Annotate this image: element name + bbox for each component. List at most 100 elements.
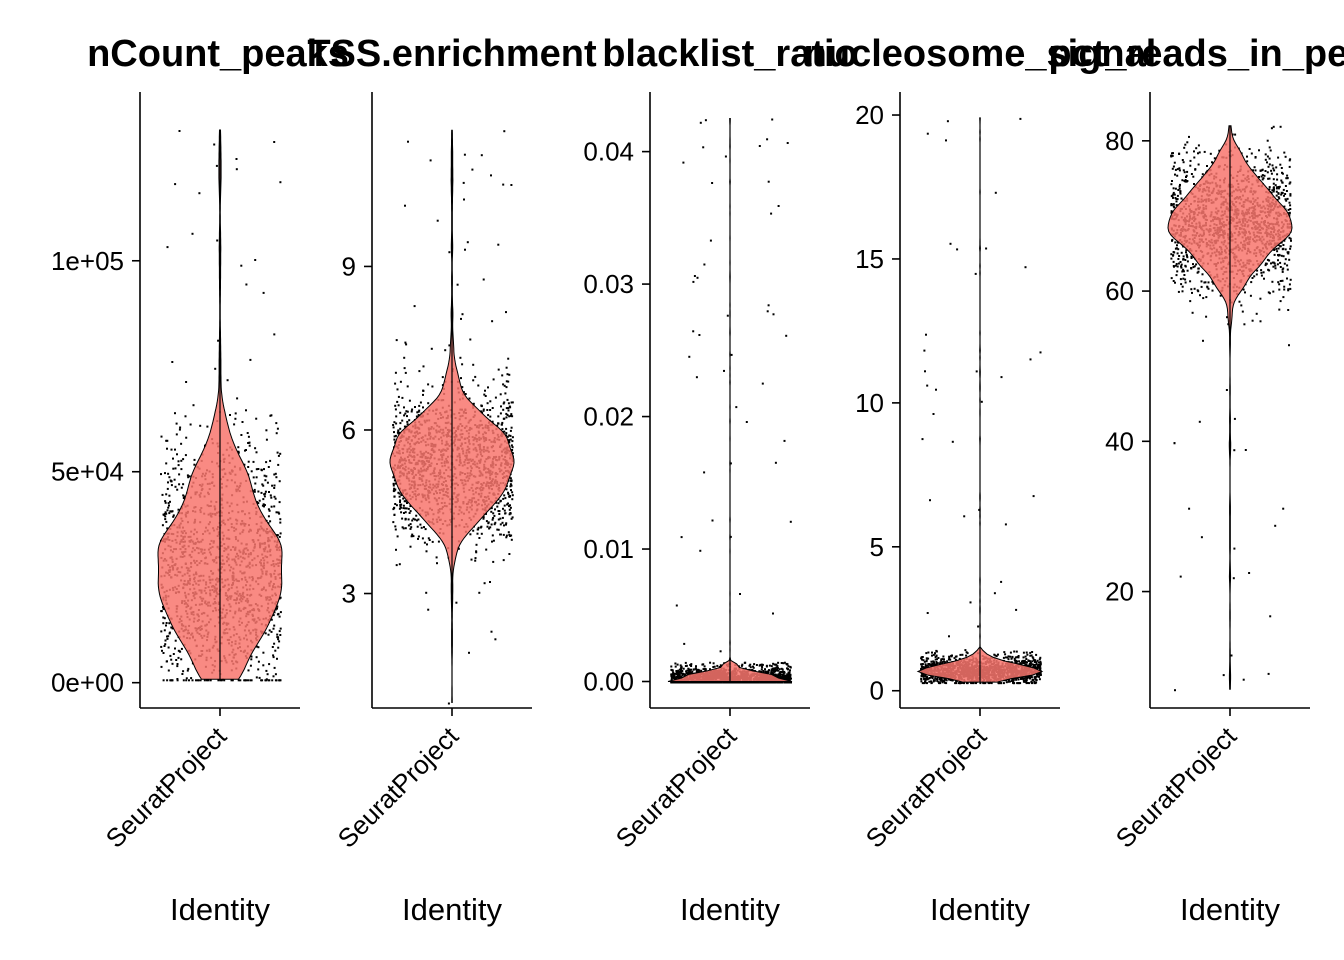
data-point bbox=[273, 484, 276, 487]
data-point bbox=[498, 513, 501, 515]
data-point bbox=[267, 633, 270, 636]
data-point bbox=[670, 673, 673, 676]
data-point bbox=[172, 515, 175, 518]
data-point bbox=[508, 553, 511, 555]
data-point bbox=[707, 681, 710, 684]
data-point bbox=[167, 669, 170, 672]
data-point bbox=[924, 663, 927, 666]
data-point bbox=[395, 564, 398, 567]
data-point bbox=[409, 545, 412, 548]
data-point bbox=[394, 503, 397, 505]
data-point bbox=[764, 668, 766, 671]
data-point bbox=[213, 143, 216, 146]
data-point bbox=[671, 669, 674, 672]
data-point bbox=[180, 468, 183, 471]
data-point bbox=[276, 657, 278, 660]
data-point bbox=[395, 504, 398, 507]
data-point bbox=[392, 424, 395, 426]
data-point bbox=[392, 490, 395, 493]
data-point bbox=[511, 436, 514, 439]
data-point bbox=[417, 410, 420, 413]
data-point bbox=[752, 665, 754, 668]
data-point bbox=[235, 168, 238, 171]
data-point bbox=[178, 483, 181, 486]
data-point bbox=[171, 679, 174, 682]
data-point bbox=[709, 661, 712, 664]
data-point bbox=[257, 668, 260, 671]
data-point bbox=[273, 495, 276, 498]
data-point bbox=[774, 668, 777, 670]
data-point bbox=[468, 397, 471, 400]
data-point bbox=[229, 414, 231, 416]
data-point bbox=[399, 411, 402, 414]
data-point bbox=[749, 666, 752, 669]
data-point bbox=[176, 678, 179, 680]
data-point bbox=[497, 518, 500, 521]
data-point bbox=[511, 415, 514, 418]
data-point bbox=[278, 615, 281, 618]
data-point bbox=[789, 665, 792, 668]
data-point bbox=[477, 526, 480, 529]
data-point bbox=[423, 526, 425, 529]
data-point bbox=[673, 675, 676, 678]
data-point bbox=[726, 314, 729, 317]
data-point bbox=[170, 484, 173, 487]
data-point bbox=[277, 454, 280, 457]
data-point bbox=[770, 669, 773, 672]
data-point bbox=[160, 665, 163, 668]
data-point bbox=[170, 480, 173, 483]
data-point bbox=[441, 376, 444, 379]
data-point bbox=[168, 512, 171, 515]
x-tick-label: SeuratProject bbox=[610, 720, 743, 853]
data-point bbox=[696, 681, 699, 684]
data-point bbox=[777, 673, 780, 676]
data-point bbox=[274, 608, 277, 611]
data-point bbox=[399, 503, 402, 506]
data-point bbox=[276, 534, 279, 537]
data-point bbox=[761, 382, 764, 385]
data-point bbox=[712, 662, 715, 665]
data-point bbox=[511, 446, 514, 449]
data-point bbox=[773, 663, 776, 666]
data-point bbox=[267, 515, 270, 518]
data-point bbox=[237, 451, 240, 454]
data-point bbox=[483, 393, 486, 396]
data-point bbox=[401, 526, 404, 529]
data-point bbox=[979, 682, 982, 685]
data-point bbox=[399, 427, 402, 430]
data-point bbox=[176, 663, 179, 665]
data-point bbox=[247, 679, 249, 682]
data-point bbox=[409, 527, 412, 530]
data-point bbox=[497, 510, 500, 512]
data-point bbox=[217, 339, 220, 342]
y-tick-label: 6 bbox=[342, 415, 356, 445]
data-point bbox=[486, 525, 489, 528]
data-point bbox=[785, 334, 788, 337]
data-point bbox=[501, 421, 504, 424]
data-point bbox=[276, 427, 279, 430]
data-point bbox=[734, 681, 737, 684]
data-point bbox=[761, 665, 763, 668]
data-point bbox=[180, 658, 183, 661]
data-point bbox=[436, 562, 438, 565]
data-point bbox=[680, 665, 683, 668]
data-point bbox=[193, 458, 196, 461]
data-point bbox=[404, 371, 407, 374]
data-point bbox=[279, 521, 282, 524]
data-point bbox=[510, 484, 513, 487]
data-point bbox=[403, 512, 405, 514]
data-point bbox=[179, 426, 182, 429]
data-point bbox=[182, 670, 185, 673]
data-point bbox=[410, 535, 413, 538]
data-point bbox=[505, 434, 508, 437]
data-point bbox=[479, 526, 482, 529]
data-point bbox=[418, 370, 421, 373]
data-point bbox=[411, 519, 414, 522]
data-point bbox=[680, 675, 683, 678]
data-point bbox=[174, 448, 176, 451]
data-point bbox=[489, 581, 491, 583]
data-point bbox=[977, 625, 980, 628]
data-point bbox=[166, 679, 169, 682]
data-point bbox=[729, 462, 732, 465]
data-point bbox=[682, 667, 685, 670]
